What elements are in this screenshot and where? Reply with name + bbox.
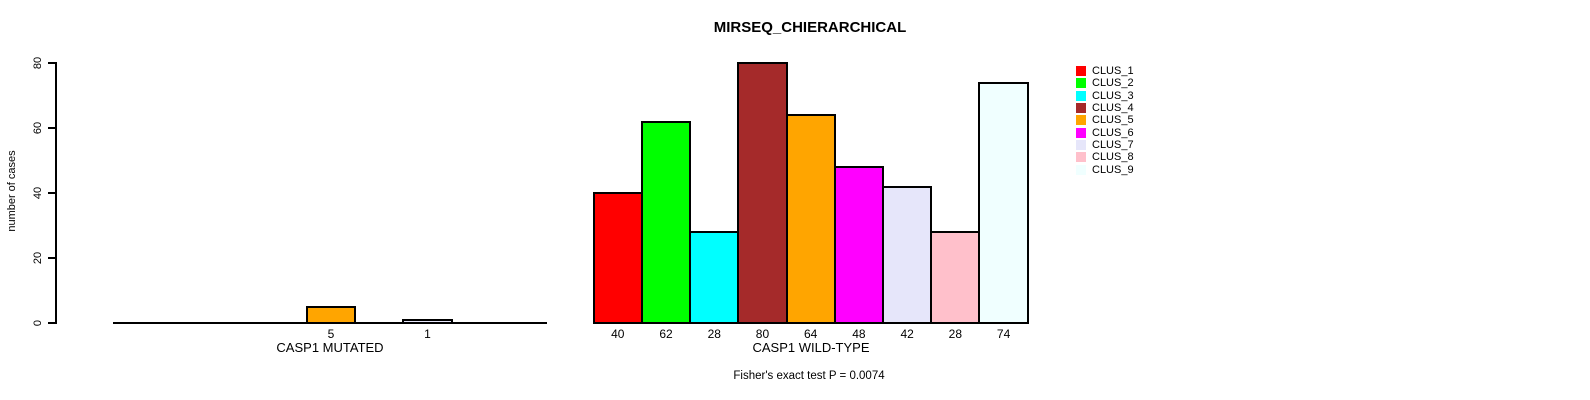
bar-value-label: 42 xyxy=(900,327,914,341)
legend-swatch xyxy=(1076,152,1086,163)
legend-label: CLUS_2 xyxy=(1092,77,1134,90)
y-axis-tick-label: 0 xyxy=(32,319,44,327)
bar-clus_3 xyxy=(689,231,740,324)
legend-label: CLUS_5 xyxy=(1092,114,1134,127)
bar-value-label: 1 xyxy=(424,327,431,341)
bar-value-label: 5 xyxy=(327,327,335,341)
legend-swatch xyxy=(1076,103,1086,114)
y-axis-tick-label: 20 xyxy=(32,251,44,265)
legend-swatch xyxy=(1076,127,1086,138)
legend-item: CLUS_1 xyxy=(1076,65,1134,77)
legend-swatch xyxy=(1076,90,1086,101)
bar-clus_4 xyxy=(737,62,788,324)
legend-item: CLUS_4 xyxy=(1076,102,1134,114)
legend-item: CLUS_6 xyxy=(1076,126,1134,139)
legend-swatch xyxy=(1076,139,1086,150)
bar-value-label: 80 xyxy=(755,327,770,341)
bar-clus_7 xyxy=(402,318,453,324)
bar-clus_9 xyxy=(978,81,1029,324)
x-axis-label-wildtype: CASP1 WILD-TYPE xyxy=(752,340,870,355)
bar-clus_5 xyxy=(305,305,357,324)
bar-clus_6 xyxy=(833,166,885,324)
bar-clus_8 xyxy=(930,231,981,324)
legend-label: CLUS_3 xyxy=(1092,89,1134,102)
legend-label: CLUS_4 xyxy=(1092,102,1134,115)
legend-item: CLUS_3 xyxy=(1076,90,1134,102)
bar-clus_5 xyxy=(785,114,836,324)
bar-value-label: 40 xyxy=(611,327,625,341)
legend-item: CLUS_9 xyxy=(1076,163,1134,176)
y-axis-tick xyxy=(48,192,55,194)
bar-value-label: 48 xyxy=(852,327,866,341)
legend-item: CLUS_8 xyxy=(1076,151,1134,163)
chart-title: MIRSEQ_CHIERARCHICAL xyxy=(713,19,907,36)
legend: CLUS_1 CLUS_2 CLUS_3 CLUS_4 CLUS_5 CLUS_6 CLUS… xyxy=(1076,65,1134,176)
y-axis-line xyxy=(55,62,57,324)
bar-value-label: 74 xyxy=(996,327,1011,341)
y-axis-tick xyxy=(48,257,55,259)
bar-value-label: 64 xyxy=(804,327,818,341)
y-axis-tick-label: 80 xyxy=(32,56,44,70)
legend-item: CLUS_2 xyxy=(1076,77,1134,89)
bar-clus_2 xyxy=(640,120,692,324)
x-axis-label-mutated: CASP1 MUTATED xyxy=(276,340,384,355)
bar-clus_7 xyxy=(882,185,933,324)
fisher-test-annotation: Fisher's exact test P = 0.0074 xyxy=(733,370,885,382)
legend-label: CLUS_9 xyxy=(1092,163,1134,176)
legend-swatch xyxy=(1076,66,1086,77)
legend-label: CLUS_6 xyxy=(1092,126,1134,139)
bar-value-label: 28 xyxy=(948,327,963,341)
bar-value-label: 62 xyxy=(659,327,673,341)
bar-clus_1 xyxy=(592,192,643,324)
legend-label: CLUS_7 xyxy=(1092,138,1134,151)
legend-swatch xyxy=(1076,78,1086,89)
y-axis-tick xyxy=(48,127,55,129)
legend-item: CLUS_7 xyxy=(1076,139,1134,151)
legend-item: CLUS_5 xyxy=(1076,114,1134,126)
legend-swatch xyxy=(1076,164,1086,175)
legend-swatch xyxy=(1076,115,1086,126)
legend-label: CLUS_1 xyxy=(1092,65,1134,78)
y-axis-tick xyxy=(48,62,55,64)
y-axis-label: number of cases xyxy=(6,150,18,232)
y-axis-tick-label: 40 xyxy=(32,186,44,200)
y-axis-tick-label: 60 xyxy=(32,121,44,135)
legend-label: CLUS_8 xyxy=(1092,151,1134,164)
bar-value-label: 28 xyxy=(707,327,721,341)
y-axis-tick xyxy=(48,322,55,324)
